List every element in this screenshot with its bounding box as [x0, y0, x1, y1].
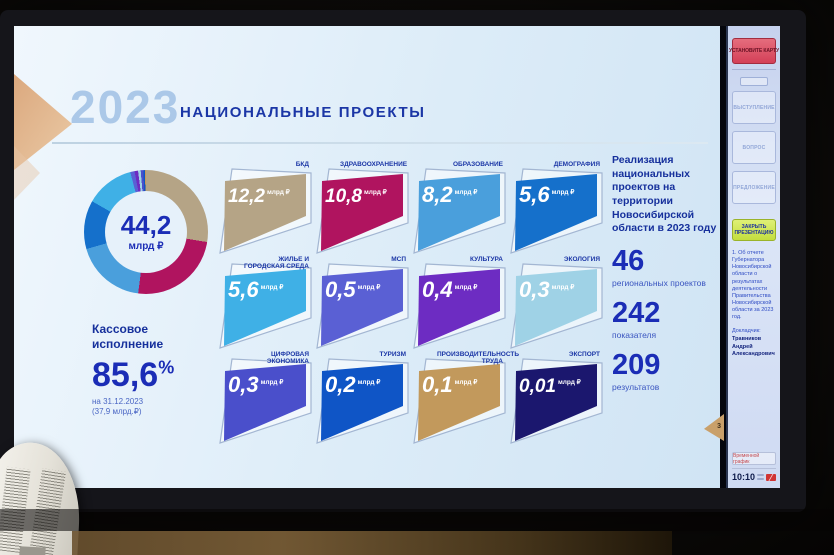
page-number-marker: 3 — [704, 414, 724, 441]
project-tile: 0,4 млрд ₽ КУЛЬТУРА — [412, 255, 509, 350]
tile-shape: 0,5 млрд ₽ — [316, 263, 409, 349]
clock: 10:10 — [732, 472, 756, 482]
donut-total-unit: млрд ₽ — [128, 241, 164, 252]
tile-shape: 10,8 млрд ₽ — [316, 168, 409, 254]
project-tile: 5,6 млрд ₽ ЖИЛЬЕ И ГОРОДСКАЯ СРЕДА — [218, 255, 315, 350]
tile-label: ЖИЛЬЕ И ГОРОДСКАЯ СРЕДА — [243, 256, 309, 271]
tile-label: ДЕМОГРАФИЯ — [553, 161, 600, 168]
project-tile: 0,2 млрд ₽ ТУРИЗМ — [315, 350, 412, 445]
project-tiles-grid: 12,2 млрд ₽ БКД 10,8 млрд ₽ ЗДРАВООХРАНЕНИ… — [218, 160, 606, 445]
tile-label: ЭКСПОРТ — [568, 351, 600, 358]
cash-execution-block: Кассовое исполнение 85,6% на 31.12.2023 … — [92, 322, 222, 418]
tile-shape: 0,2 млрд ₽ — [316, 358, 409, 444]
stat-results: 209 результатов — [612, 349, 661, 393]
tile-shape: 0,3 млрд ₽ — [510, 263, 603, 349]
title-underline — [52, 142, 708, 144]
project-tile: 0,3 млрд ₽ ЭКОЛОГИЯ — [509, 255, 606, 350]
donut-chart — [84, 170, 208, 294]
speaker-label: Докладчик: — [732, 328, 761, 335]
project-tile: 10,8 млрд ₽ ЗДРАВООХРАНЕНИЕ — [315, 160, 412, 255]
desk-shadow — [0, 509, 834, 531]
percent-sign: % — [158, 357, 175, 378]
summary-intro: Реализация национальных проектов на терр… — [612, 154, 717, 235]
install-card-button[interactable]: УСТАНОВИТЕ КАРТУ — [729, 38, 779, 64]
project-tile: 0,3 млрд ₽ ЦИФРОВАЯ ЭКОНОМИКА — [218, 350, 315, 445]
time-schedule-button[interactable]: Временной график — [732, 452, 776, 465]
screen: 2023 НАЦИОНАЛЬНЫЕ ПРОЕКТЫ 44,2 млрд ₽ Ка… — [14, 26, 780, 488]
paper-image-block — [18, 546, 46, 555]
fineprint-text — [757, 474, 764, 480]
close-presentation-button[interactable]: ЗАКРЫТЬ ПРЕЗЕНТАЦИЮ — [732, 219, 776, 241]
tile-label: ТУРИЗМ — [379, 351, 406, 358]
tile-label: ЦИФРОВАЯ ЭКОНОМИКА — [266, 351, 309, 366]
tile-shape: 0,4 млрд ₽ — [413, 263, 506, 349]
tile-shape: 0,3 млрд ₽ — [219, 358, 312, 444]
project-tile: 0,1 млрд ₽ ПРОИЗВОДИТЕЛЬНОСТЬ ТРУДА — [412, 350, 519, 445]
summary-column: Реализация национальных проектов на терр… — [612, 154, 718, 392]
tile-label: БКД — [295, 161, 309, 168]
tile-label: КУЛЬТУРА — [470, 256, 503, 263]
tile-shape: 0,01 млрд ₽ — [510, 358, 603, 444]
tile-label: ЭКОЛОГИЯ — [563, 256, 600, 263]
speech-button[interactable]: ВЫСТУПЛЕНИЕ — [732, 91, 776, 124]
project-tile: 5,6 млрд ₽ ДЕМОГРАФИЯ — [509, 160, 606, 255]
tile-label: ОБРАЗОВАНИЕ — [453, 161, 503, 168]
tile-shape: 12,2 млрд ₽ — [219, 168, 312, 254]
presentation-slide: 2023 НАЦИОНАЛЬНЫЕ ПРОЕКТЫ 44,2 млрд ₽ Ка… — [14, 26, 724, 488]
slide-year: 2023 — [70, 81, 181, 133]
stat-indicators: 242 показателя — [612, 297, 661, 341]
cash-value: 85,6% — [92, 356, 175, 394]
tile-label: ЗДРАВООХРАНЕНИЕ — [340, 161, 408, 168]
agenda-item-text: 1. Об отчете Губернатора Новосибирской о… — [732, 250, 774, 321]
proposal-button[interactable]: ПРЕДЛОЖЕНИЕ — [732, 171, 776, 204]
question-button[interactable]: ВОПРОС — [732, 131, 776, 164]
tile-shape: 8,2 млрд ₽ — [413, 168, 506, 254]
voting-console-panel: УСТАНОВИТЕ КАРТУ ВЫСТУПЛЕНИЕ ВОПРОС ПРЕД… — [726, 26, 780, 488]
tile-label: МСП — [391, 256, 406, 263]
tile-shape: 0,1 млрд ₽ — [413, 358, 506, 444]
tile-shape: 5,6 млрд ₽ — [219, 263, 312, 349]
slide-title: НАЦИОНАЛЬНЫЕ ПРОЕКТЫ — [180, 104, 426, 121]
project-tile: 12,2 млрд ₽ БКД — [218, 160, 315, 255]
console-divider — [732, 69, 776, 70]
wooden-desk — [72, 531, 672, 555]
brand-logo-icon — [766, 473, 776, 481]
project-tile: 0,01 млрд ₽ ЭКСПОРТ — [509, 350, 606, 445]
project-tile: 0,5 млрд ₽ МСП — [315, 255, 412, 350]
speaker-name: Травников Андрей Александрович — [732, 336, 775, 357]
tile-label: ПРОИЗВОДИТЕЛЬНОСТЬ ТРУДА — [437, 351, 519, 366]
donut-center-label: 44,2 млрд ₽ — [84, 170, 208, 294]
cash-label: Кассовое исполнение — [92, 322, 164, 351]
donut-total-value: 44,2 — [120, 210, 172, 240]
cash-note: на 31.12.2023 (37,9 млрд.₽) — [92, 397, 144, 417]
blank-button[interactable] — [740, 77, 768, 86]
stat-regional-projects: 46 региональных проектов — [612, 244, 706, 288]
tile-shape: 5,6 млрд ₽ — [510, 168, 603, 254]
project-tile: 8,2 млрд ₽ ОБРАЗОВАНИЕ — [412, 160, 509, 255]
status-bar: 10:10 — [732, 468, 776, 482]
